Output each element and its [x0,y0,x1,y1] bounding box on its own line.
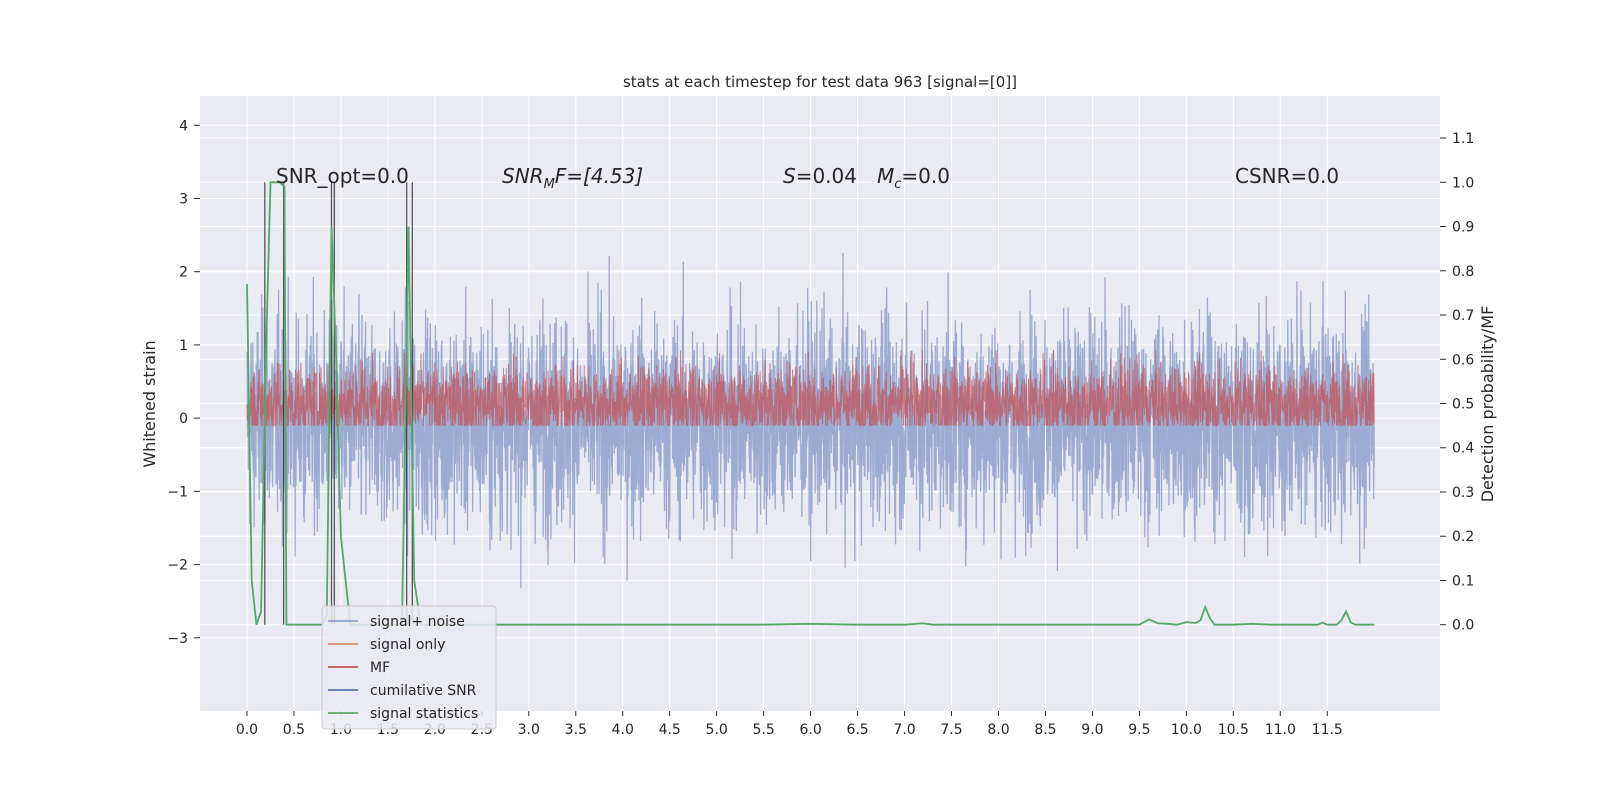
y2-tick-label: 0.0 [1452,618,1474,634]
y-tick-label: −1 [167,484,188,500]
y-axis-label: Whitened strain [140,340,159,467]
y2-tick-label: 0.4 [1452,441,1474,457]
mc-main: M [877,164,894,188]
y2-tick-label: 0.9 [1452,220,1474,236]
legend-label: signal statistics [370,706,478,722]
x-tick-label: 11.0 [1265,722,1296,738]
legend-box [321,605,497,730]
x-tick-label: 3.5 [565,722,587,738]
y-ticks: 4 3 2 1 0 −1 −2 −3 [167,118,200,647]
legend-label: MF [370,660,390,676]
mc-sub: c [894,177,901,192]
series-signal-statistics-line [246,181,1375,626]
s-main: S [783,164,796,188]
x-ticks: 0.0 0.5 1.0 1.5 2.0 2.5 3.0 3.5 4.0 4.5 5.0 5.5 6.0 6… [236,711,1343,738]
y2-axis-label: Detection probability/MF [1478,306,1497,503]
y2-tick-label: 1.0 [1452,175,1474,191]
y-tick-label: 3 [179,192,188,208]
y2-tick-label: 0.5 [1452,397,1474,413]
x-tick-label: 0.0 [236,722,258,738]
x-tick-label: 9.0 [1081,722,1103,738]
y-tick-label: 1 [179,338,188,354]
x-tick-label: 4.0 [612,722,634,738]
series-signal-noise-line [246,252,1375,589]
y-tick-label: −3 [167,631,188,647]
legend: signal+ noise signal only MF cumilative SNR… [321,605,497,730]
x-tick-label: 5.0 [706,722,728,738]
y-tick-label: −2 [167,558,188,574]
legend-label: cumilative SNR [370,683,477,699]
x-tick-label: 6.5 [846,722,868,738]
x-tick-label: 10.0 [1171,722,1202,738]
chart-title: stats at each timestep for test data 963… [623,73,1017,91]
x-tick-label: 7.0 [893,722,915,738]
mc-rest: =0.0 [901,164,950,188]
y2-tick-label: 0.8 [1452,264,1474,280]
y2-tick-label: 0.3 [1452,485,1474,501]
x-tick-label: 9.5 [1128,722,1150,738]
s-rest: =0.04 [796,164,857,188]
annotation-csnr: CSNR=0.0 [1235,164,1339,188]
snr-mf-main: SNR [502,164,544,188]
snr-mf-sub: M [544,177,555,192]
x-tick-label: 7.5 [940,722,962,738]
y2-tick-label: 1.1 [1452,131,1474,147]
x-tick-label: 8.0 [987,722,1009,738]
x-tick-label: 3.0 [518,722,540,738]
annotation-snr-opt: SNR_opt=0.0 [276,164,409,188]
y-tick-label: 0 [179,411,188,427]
y2-tick-label: 0.6 [1452,352,1474,368]
y-tick-label: 4 [179,118,188,134]
annotation-s: S=0.04 [783,164,857,188]
x-tick-label: 8.5 [1034,722,1056,738]
x-tick-label: 5.5 [753,722,775,738]
legend-label: signal only [370,637,445,653]
traces [246,181,1375,626]
y2-tick-label: 0.1 [1452,573,1474,589]
x-tick-label: 10.5 [1218,722,1249,738]
y2-tick-label: 0.7 [1452,308,1474,324]
y-tick-label: 2 [179,265,188,281]
legend-label: signal+ noise [370,614,465,630]
x-tick-label: 4.5 [659,722,681,738]
annotation-mc: Mc=0.0 [877,164,950,192]
annotation-snr-mf: SNRMF=[4.53] [502,164,643,192]
y2-ticks: 1.1 1.0 0.9 0.8 0.7 0.6 0.5 0.4 0.3 0.2 0.1 0.0 [1440,131,1474,634]
x-tick-label: 6.0 [799,722,821,738]
x-tick-label: 0.5 [283,722,305,738]
y2-tick-label: 0.2 [1452,529,1474,545]
snr-mf-rest: F=[4.53] [555,164,643,188]
x-tick-label: 11.5 [1312,722,1343,738]
series-mf-line [246,350,1375,428]
